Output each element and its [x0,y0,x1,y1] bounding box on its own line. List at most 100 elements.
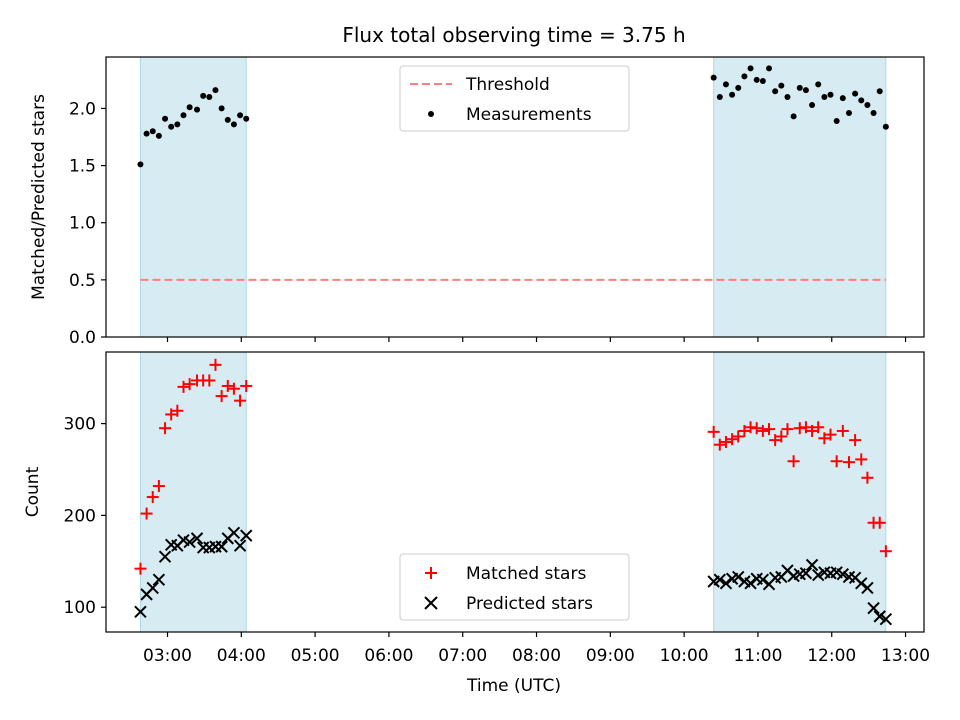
x-tick-label: 13:00 [881,646,930,666]
predicted-star-point [799,567,813,580]
measurement-point [741,73,748,80]
measurement-point [143,130,150,137]
matched-star-point [855,453,868,466]
measurement-point [212,87,219,94]
top-legend-box [399,65,630,132]
measurement-point [833,118,840,124]
matched-star-point [215,390,228,403]
predicted-star-point [812,568,825,582]
matched-star-point [707,425,720,438]
matched-star-point [836,424,849,437]
measurement-point [845,110,852,116]
predicted-star-point [744,577,757,590]
y-tick-label: 100 [64,598,96,618]
matched-star-point [818,432,831,445]
predicted-star-point [233,539,247,552]
measurement-point [230,121,237,128]
y-tick-label: 300 [64,415,96,435]
x-tick-label: 12:00 [807,646,856,666]
measurement-point [710,74,717,81]
measurement-point [790,113,797,120]
matched-star-point [830,455,843,468]
measurement-point [174,121,181,128]
x-tick-label: 03:00 [143,646,192,666]
matched-star-point [879,545,892,558]
matched-star-point [763,423,776,436]
y-tick-label: 0.0 [69,328,96,348]
y-tick-label: 0.5 [69,271,96,291]
legend-measurements-swatch [428,111,434,117]
x-tick-label: 06:00 [364,646,413,666]
measurement-point [802,87,809,94]
measurement-point [778,82,785,89]
measurement-point [772,88,779,95]
measurement-point [716,94,723,100]
legend-measurements-label: Measurements [466,105,592,125]
measurement-point [168,123,175,130]
observing-window [713,56,887,338]
measurement-point [180,112,187,119]
measurement-point [766,65,773,72]
x-tick-label: 10:00 [660,646,709,666]
legend-matched-swatch [425,567,437,579]
matched-star-point [806,424,819,437]
matched-star-point [775,430,788,443]
x-axis-label: Time (UTC) [466,676,561,696]
measurement-point [858,97,865,104]
legend-predicted-label: Predicted stars [466,594,593,614]
matched-star-point [781,423,794,436]
matched-star-point [719,435,732,448]
matched-star-point [738,424,751,437]
predicted-star-point [152,573,166,586]
measurement-point [876,88,883,95]
matched-star-point [812,421,825,434]
measurement-point [821,94,828,100]
legend-threshold-label: Threshold [465,75,550,95]
measurement-point [218,105,225,112]
matched-star-point [177,380,190,393]
measurement-point [759,78,766,84]
bottom-axes-frame [105,351,925,633]
y-tick-label: 200 [64,506,96,526]
measurement-point [747,65,754,72]
predicted-star-point [134,605,147,619]
y-tick-label: 1.0 [69,214,96,234]
predicted-star-point [146,581,159,595]
measurement-point [735,84,742,91]
matched-star-point [159,422,172,435]
predicted-star-point [867,601,880,615]
matched-star-point [240,379,253,392]
measurement-point [237,112,244,119]
observing-window [713,351,887,633]
x-tick-label: 08:00 [512,646,561,666]
measurement-point [186,104,193,111]
measurement-point [882,123,889,130]
measurement-point [729,91,736,98]
matched-star-point [140,507,153,520]
matched-star-point [171,404,184,417]
measurement-point [809,102,816,108]
predicted-star-point [240,529,253,542]
predicted-star-point [183,535,196,549]
predicted-star-point [756,573,770,586]
x-tick-label: 07:00 [438,646,487,666]
x-tick-label: 04:00 [217,646,266,666]
legend-predicted-swatch [424,596,438,610]
predicted-star-point [215,540,228,553]
predicted-star-point [190,532,204,545]
matched-star-point [152,480,165,493]
measurement-point [243,115,250,122]
measurement-point [839,95,846,102]
matched-star-point [203,374,216,387]
measurement-point [784,94,791,100]
predicted-star-point [879,612,893,626]
measurement-point [206,94,213,100]
observing-window [139,351,247,633]
matched-star-point [227,382,240,395]
x-tick-label: 11:00 [733,646,782,666]
bottom-panel: 100 200 300 03:00 04:00 05:00 06:00 07:00 08:00… [23,351,930,696]
bottom-legend-box [399,553,630,621]
matched-star-point [713,438,726,451]
x-tick-label: 09:00 [586,646,635,666]
